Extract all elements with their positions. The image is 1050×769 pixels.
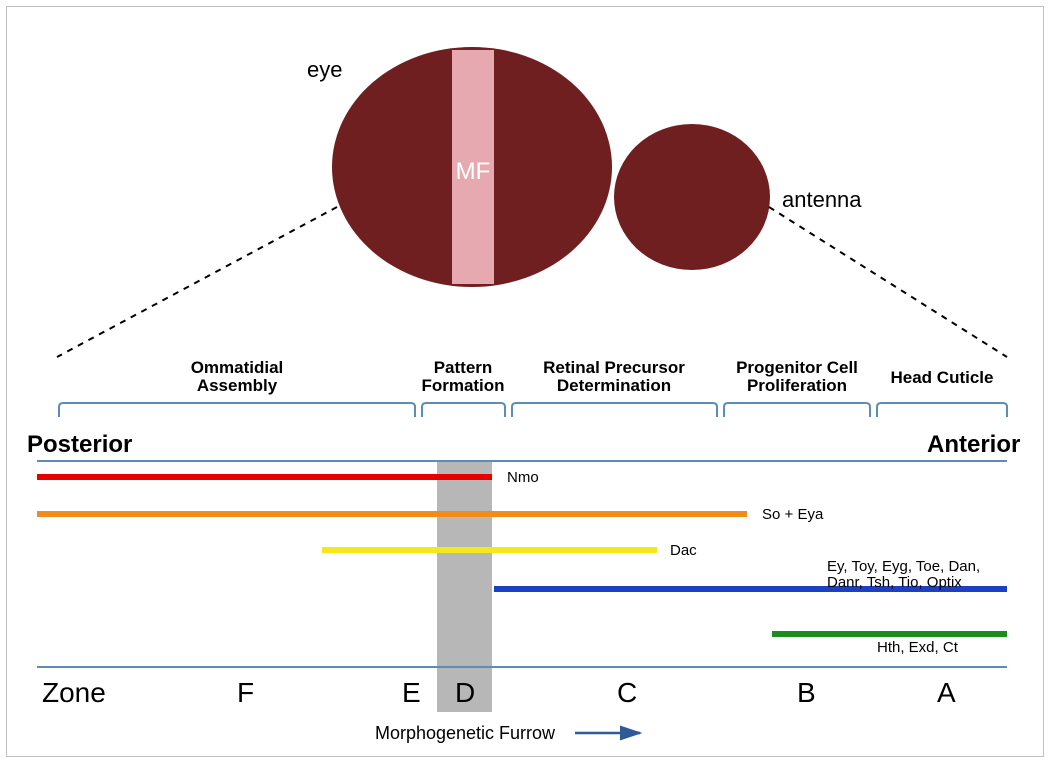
- furrow-caption: Morphogenetic Furrow: [375, 723, 556, 743]
- section-bracket: [877, 403, 1007, 417]
- furrow-box: [437, 462, 492, 712]
- zone-label: C: [617, 677, 637, 708]
- section-bracket: [512, 403, 717, 417]
- section-bracket: [422, 403, 505, 417]
- zone-label: B: [797, 677, 816, 708]
- antenna-disc: [614, 124, 770, 270]
- section-title: Progenitor Cell: [736, 358, 858, 377]
- posterior-label: Posterior: [27, 431, 132, 458]
- zone-label: Zone: [42, 677, 106, 708]
- section-title: Head Cuticle: [891, 368, 994, 387]
- projection-right: [769, 207, 1007, 357]
- diagram-svg: MF eye antenna OmmatidialAssembly PatternFor…: [7, 7, 1045, 758]
- section-title: Determination: [557, 376, 671, 395]
- section-title: Proliferation: [747, 376, 847, 395]
- eye-label: eye: [307, 57, 342, 82]
- mf-label: MF: [456, 158, 491, 185]
- anterior-label: Anterior: [927, 431, 1020, 458]
- zone-label: E: [402, 677, 421, 708]
- section-title: Formation: [421, 376, 504, 395]
- antenna-label: antenna: [782, 187, 862, 212]
- expression-label: Danr, Tsh, Tio, Optix: [827, 574, 962, 591]
- expression-label: So + Eya: [762, 506, 824, 523]
- zone-label: A: [937, 677, 956, 708]
- expression-label: Ey, Toy, Eyg, Toe, Dan,: [827, 558, 980, 575]
- diagram-frame: MF eye antenna OmmatidialAssembly PatternFor…: [6, 6, 1044, 757]
- section-title: Retinal Precursor: [543, 358, 685, 377]
- section-title: Pattern: [434, 358, 493, 377]
- expression-label: Dac: [670, 542, 697, 559]
- section-title: Ommatidial: [191, 358, 284, 377]
- expression-label: Nmo: [507, 469, 539, 486]
- section-bracket: [59, 403, 415, 417]
- zone-label: D: [455, 677, 475, 708]
- section-title: Assembly: [197, 376, 278, 395]
- expression-label: Hth, Exd, Ct: [877, 639, 959, 656]
- projection-left: [57, 207, 337, 357]
- zone-label: F: [237, 677, 254, 708]
- section-bracket: [724, 403, 870, 417]
